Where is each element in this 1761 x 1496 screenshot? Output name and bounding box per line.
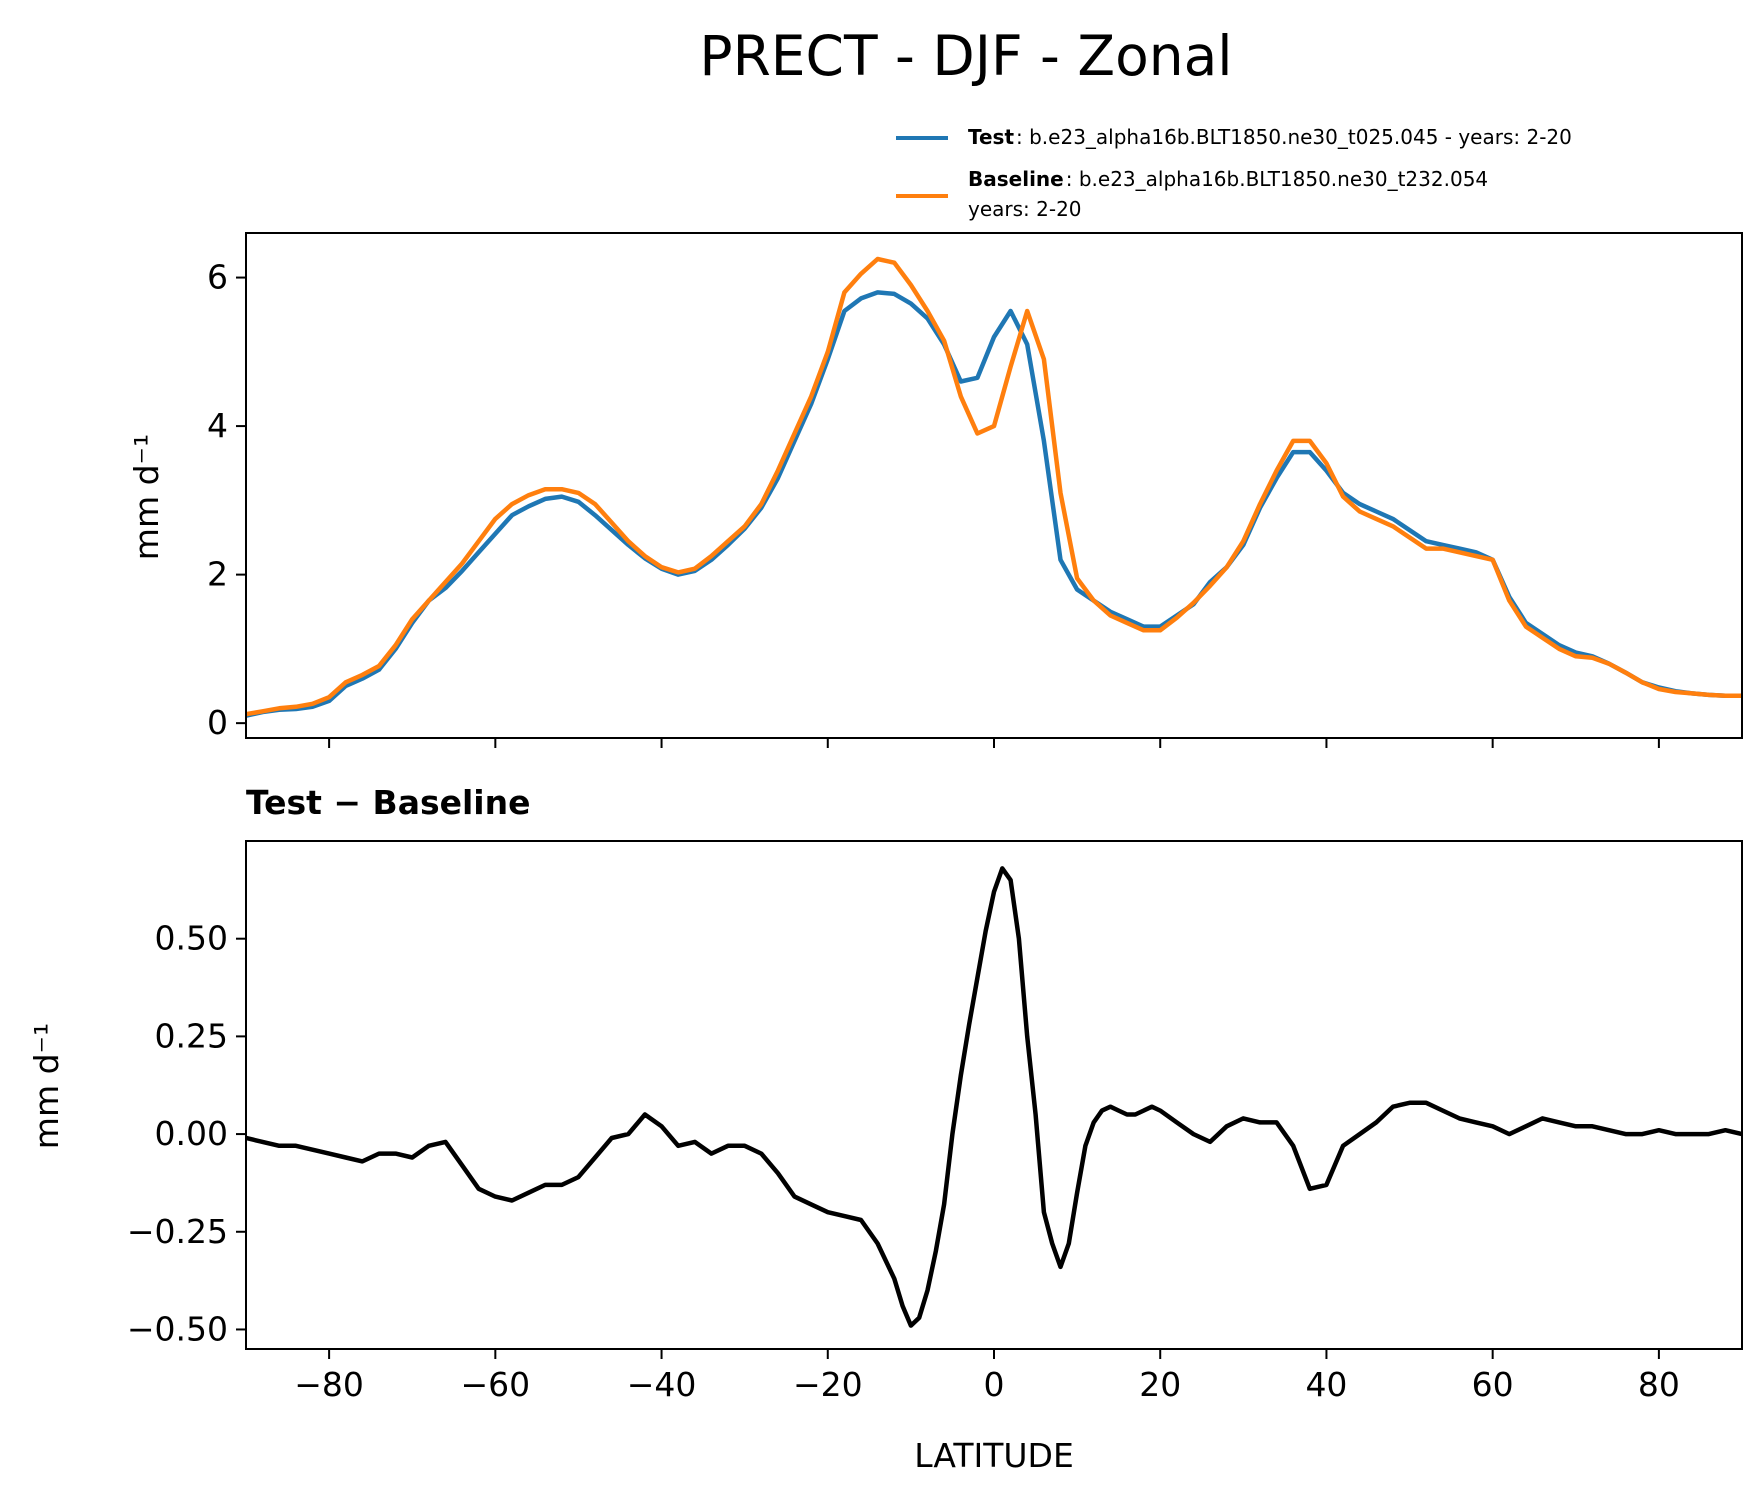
top-y-tick-label: 0 (207, 703, 228, 742)
legend-baseline-text: : b.e23_alpha16b.BLT1850.ne30_t232.054 (1066, 167, 1488, 191)
bottom-y-tick-label: −0.25 (127, 1212, 228, 1251)
top-y-axis-label: mm d⁻¹ (127, 434, 166, 560)
bottom-y-tick-label: 0.50 (155, 919, 228, 958)
legend-baseline-label: Baseline (968, 167, 1064, 191)
legend-test-entry: Test: b.e23_alpha16b.BLT1850.ne30_t025.0… (968, 125, 1572, 149)
top-series-line-test (246, 290, 1742, 718)
bottom-ticks-group: −80 −60 −40 −20 0 20 40 60 80 −0.50 −0.25 0.00 0.25 0… (127, 919, 1680, 1404)
bottom-panel: Test − Baseline mm d⁻¹ LATITUDE −80 −60 −4… (27, 783, 1743, 1475)
bottom-x-tick-label: 20 (1139, 1365, 1181, 1404)
bottom-y-tick-label: 0.25 (155, 1016, 228, 1055)
top-series-line-baseline (246, 256, 1742, 717)
top-plot-frame (245, 232, 1743, 739)
bottom-series-line-test-baseline (246, 866, 1742, 1328)
bottom-x-tick-label: 80 (1638, 1365, 1680, 1404)
top-y-tick-label: 6 (207, 258, 228, 297)
legend: Test: b.e23_alpha16b.BLT1850.ne30_t025.0… (896, 125, 1572, 221)
top-panel: mm d⁻¹ 0 2 4 6 (127, 232, 1743, 748)
bottom-x-tick-label: −80 (294, 1365, 364, 1404)
bottom-y-tick-label: 0.00 (155, 1114, 228, 1153)
bottom-y-axis-label: mm d⁻¹ (27, 1023, 66, 1149)
top-y-tick-label: 2 (207, 555, 228, 594)
bottom-x-tick-label: 60 (1472, 1365, 1514, 1404)
bottom-plot-frame (245, 840, 1743, 1350)
bottom-x-tick-label: 40 (1305, 1365, 1347, 1404)
bottom-y-tick-label: −0.50 (127, 1309, 228, 1348)
legend-test-text: : b.e23_alpha16b.BLT1850.ne30_t025.045 -… (1016, 125, 1572, 149)
bottom-x-tick-label: −40 (627, 1365, 697, 1404)
legend-baseline-years: years: 2-20 (968, 197, 1082, 221)
top-series-group (246, 256, 1742, 718)
legend-baseline-entry: Baseline: b.e23_alpha16b.BLT1850.ne30_t2… (968, 167, 1488, 191)
x-axis-label: LATITUDE (914, 1436, 1074, 1475)
bottom-x-tick-label: 0 (984, 1365, 1005, 1404)
bottom-panel-title: Test − Baseline (246, 783, 531, 822)
bottom-x-tick-label: −60 (461, 1365, 531, 1404)
top-y-tick-label: 4 (207, 406, 228, 445)
top-ticks-group: 0 2 4 6 (207, 258, 1660, 748)
legend-test-label: Test (968, 125, 1014, 149)
bottom-x-tick-label: −20 (793, 1365, 863, 1404)
bottom-series-group (246, 866, 1742, 1328)
figure-title: PRECT - DJF - Zonal (699, 24, 1232, 88)
